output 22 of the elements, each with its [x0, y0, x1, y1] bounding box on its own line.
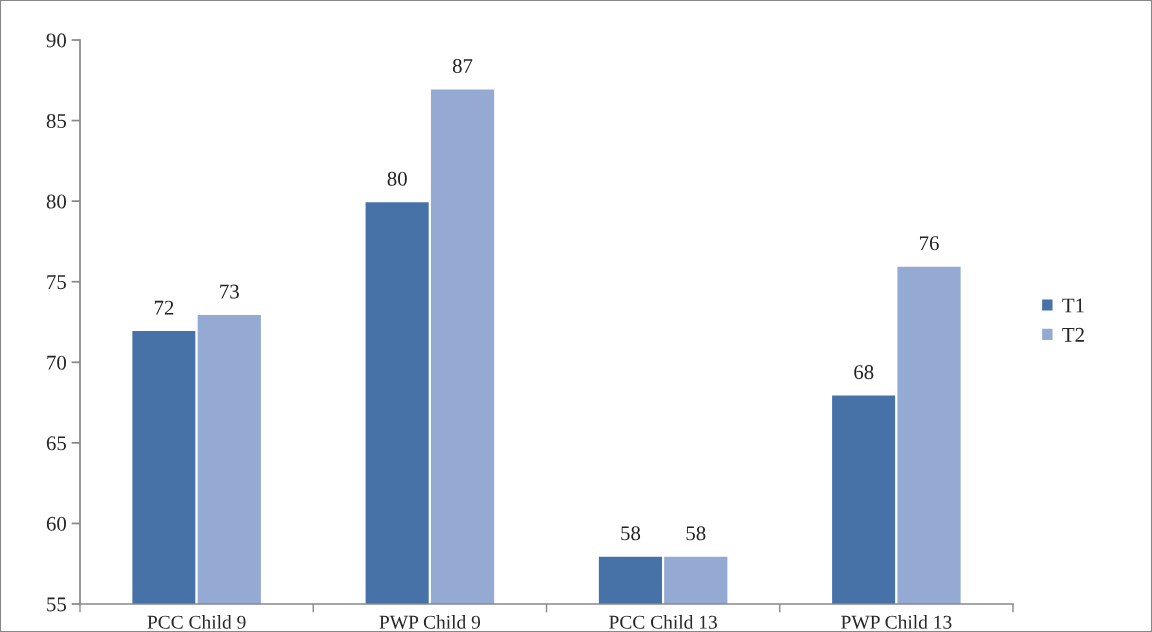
x-tick-label: PWP Child 13	[841, 615, 952, 629]
data-label: 72	[154, 300, 174, 315]
y-tick-label: 90	[46, 33, 67, 48]
y-tick-label: 75	[47, 275, 66, 290]
legend-label: T2	[1062, 327, 1084, 342]
data-label: 87	[452, 58, 473, 73]
x-tick-label: PWP Child 9	[379, 615, 481, 629]
data-label: 80	[387, 171, 407, 186]
legend-label: T1	[1062, 298, 1084, 313]
data-label: 73	[220, 284, 239, 299]
data-label: 58	[621, 526, 641, 541]
y-tick-label: 70	[47, 355, 67, 370]
data-label: 58	[686, 526, 706, 541]
y-tick-label: 60	[46, 516, 67, 531]
y-tick-label: 55	[47, 597, 66, 612]
y-tick-label: 85	[46, 113, 66, 128]
y-tick-label: 65	[46, 436, 66, 451]
data-label: 76	[919, 236, 939, 251]
x-tick-label: PCC Child 9	[147, 615, 246, 629]
y-tick-label: 80	[46, 194, 67, 209]
data-label: 68	[854, 365, 874, 380]
x-tick-label: PCC Child 13	[609, 615, 717, 629]
